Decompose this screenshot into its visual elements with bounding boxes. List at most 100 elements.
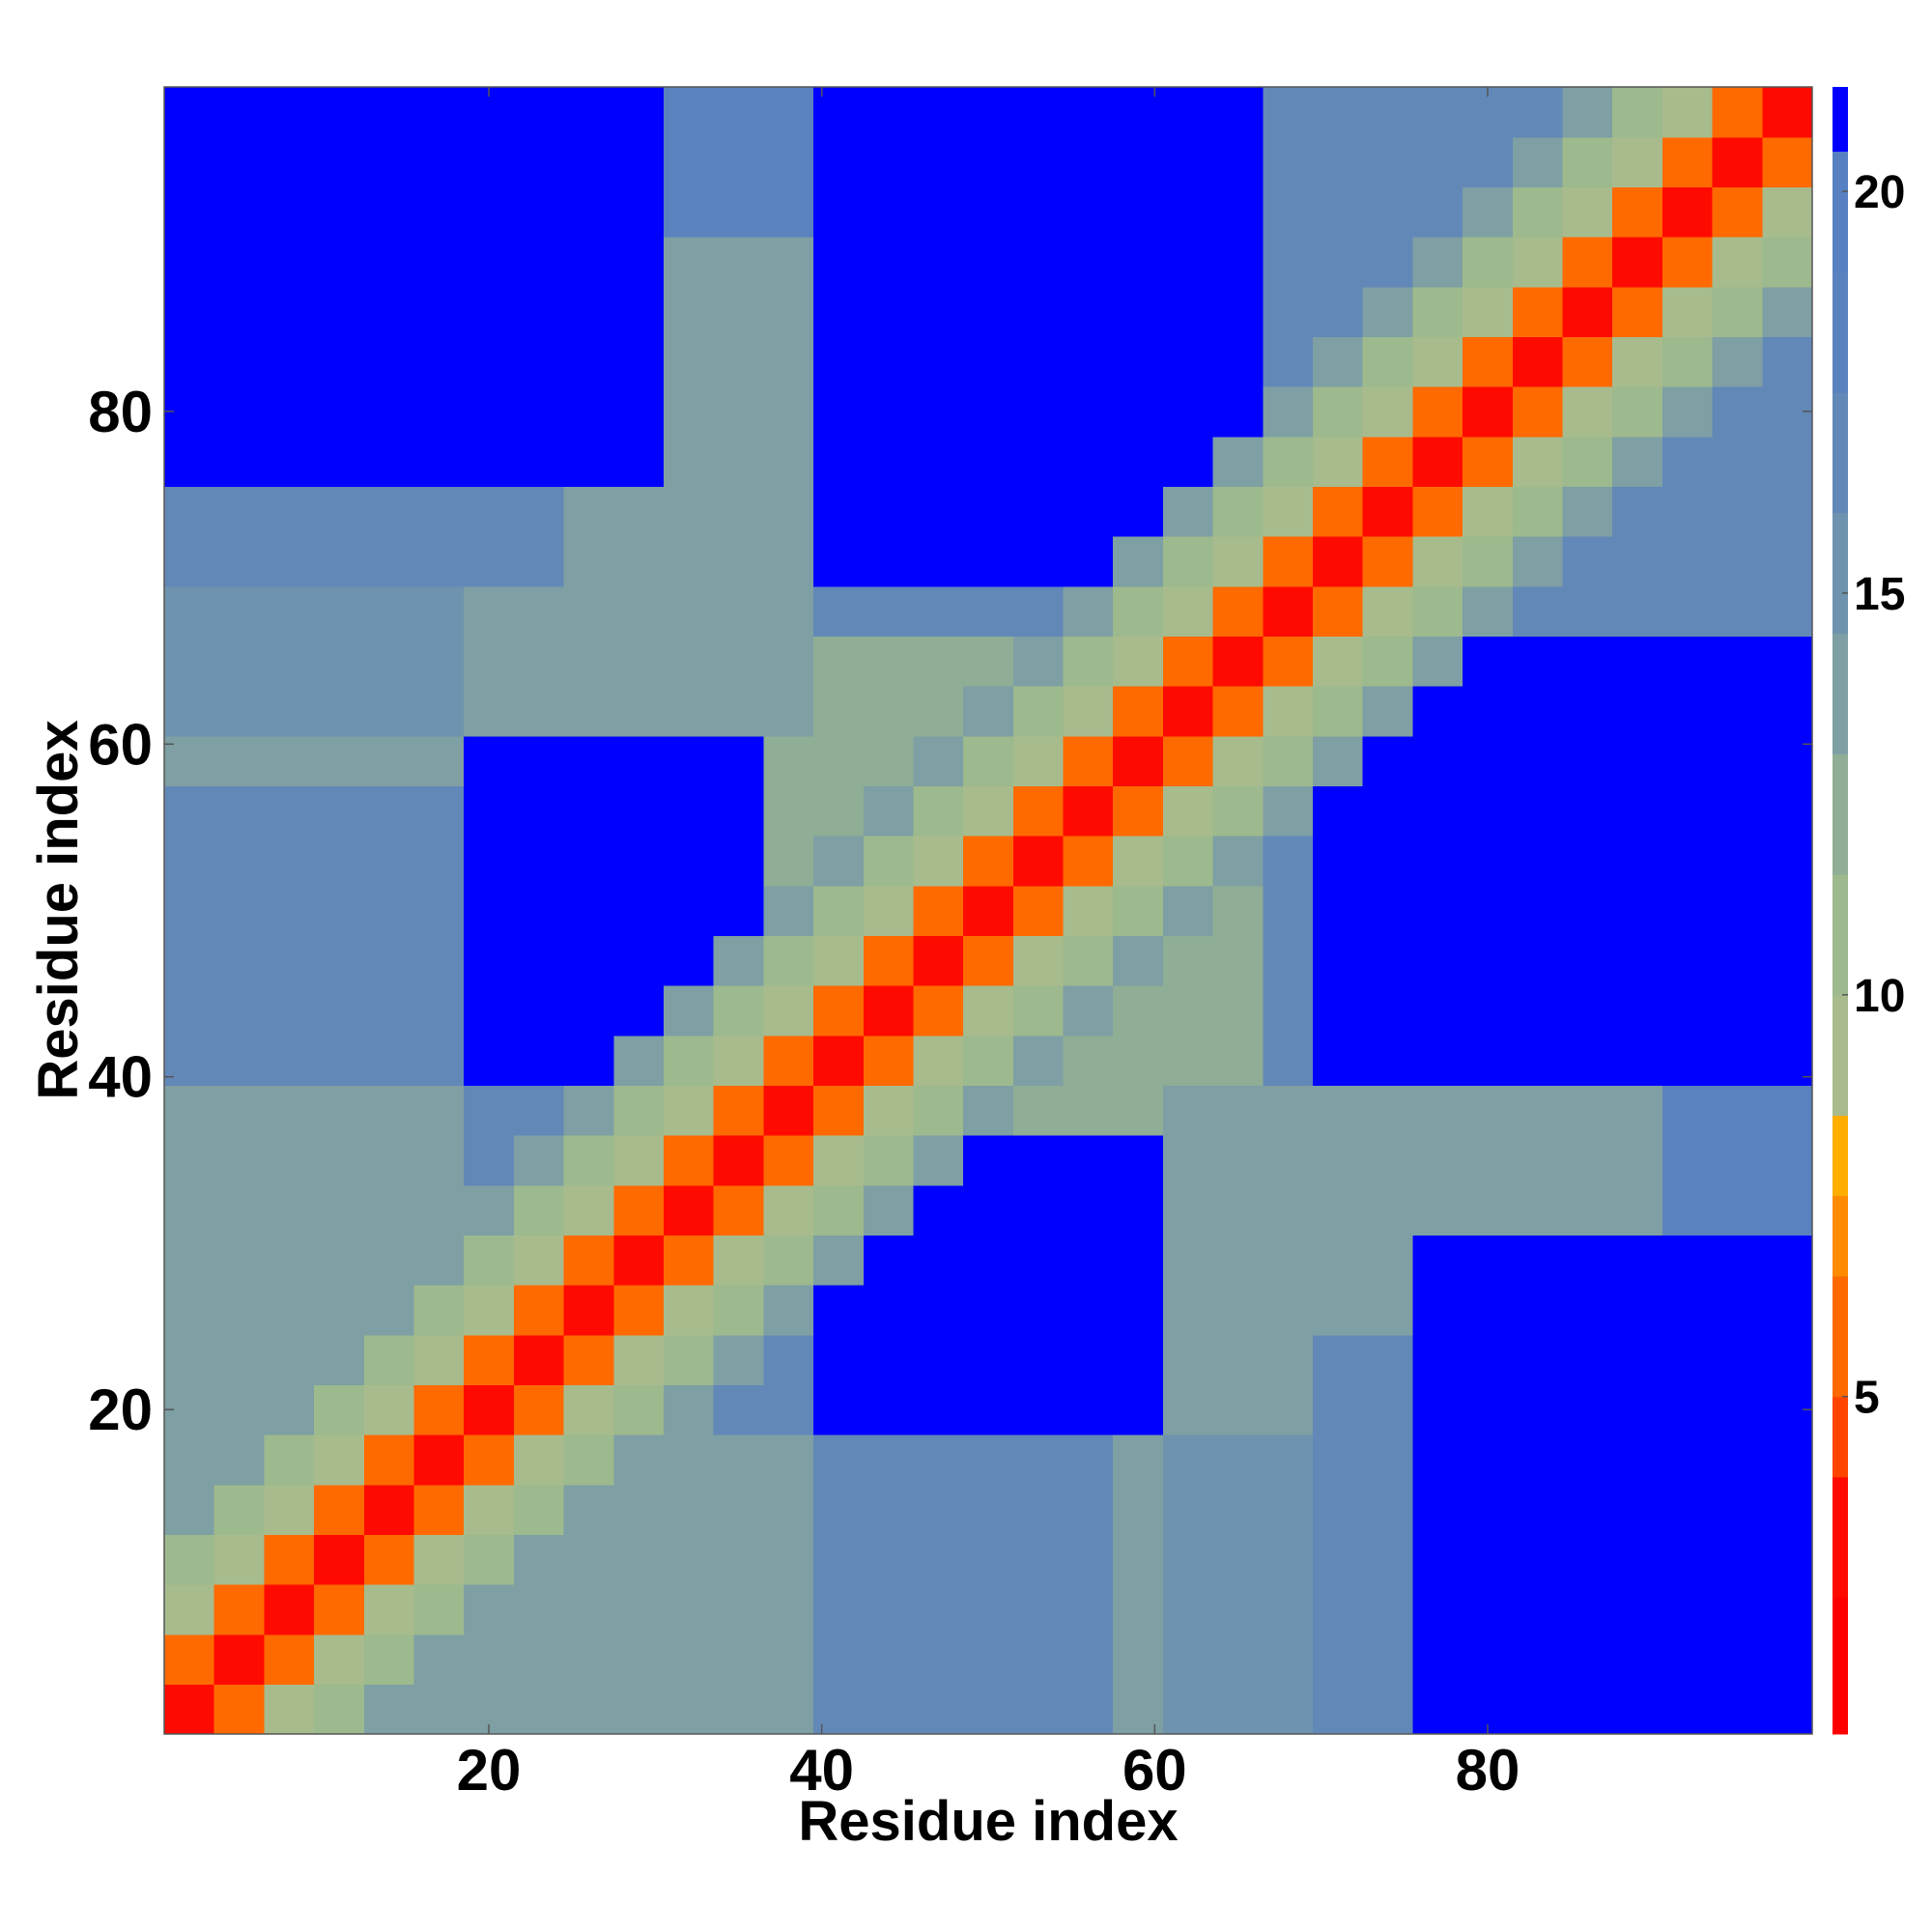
heatmap-cell [913, 1184, 964, 1236]
heatmap-cell [1412, 1384, 1463, 1435]
heatmap-cell [1063, 1384, 1114, 1435]
heatmap-cell [1463, 136, 1514, 187]
heatmap-cell [1162, 286, 1214, 337]
heatmap-cell [1113, 1384, 1164, 1435]
heatmap-cell [663, 1634, 715, 1685]
heatmap-cell [314, 1484, 365, 1535]
heatmap-cell [1612, 436, 1663, 487]
heatmap-cell [1612, 336, 1663, 387]
heatmap-cell [863, 436, 915, 487]
heatmap-cell [713, 585, 764, 637]
heatmap-cell [264, 87, 315, 138]
heatmap-cell [713, 1135, 764, 1186]
heatmap-cell [1263, 686, 1314, 737]
heatmap-cell [264, 636, 315, 687]
heatmap-cell [1463, 1384, 1514, 1435]
heatmap-cell [613, 286, 665, 337]
heatmap-cell [1012, 885, 1065, 936]
heatmap-cell [613, 1085, 665, 1136]
heatmap-cell [663, 1135, 715, 1186]
heatmap-cell [1012, 1085, 1065, 1136]
heatmap-cell [1012, 536, 1065, 587]
heatmap-cell [1662, 486, 1714, 537]
heatmap-cell [1313, 636, 1364, 687]
heatmap-cell [1662, 885, 1714, 936]
heatmap-cell [563, 436, 614, 487]
heatmap-cell [464, 585, 515, 637]
heatmap-cell [1263, 1634, 1314, 1685]
heatmap-cell [963, 87, 1014, 138]
heatmap-cell [963, 1184, 1014, 1236]
heatmap-cell [1362, 1135, 1414, 1186]
heatmap-cell [1762, 636, 1813, 687]
heatmap-cell [763, 836, 814, 887]
heatmap-cell [613, 1184, 665, 1236]
heatmap-cell [1712, 1534, 1763, 1585]
heatmap-cell [464, 386, 515, 438]
heatmap-cell [413, 136, 465, 187]
heatmap-cell [1012, 1584, 1065, 1635]
heatmap-cell [1463, 486, 1514, 537]
heatmap-cell [1762, 935, 1813, 986]
heatmap-cell [763, 1235, 814, 1286]
heatmap-cell [1162, 1684, 1214, 1735]
heatmap-cell [813, 686, 865, 737]
colorbar-segment [1833, 994, 1848, 1117]
heatmap-cell [1362, 585, 1414, 637]
heatmap-cell [213, 836, 265, 887]
heatmap-cell [763, 436, 814, 487]
heatmap-cell [863, 536, 915, 587]
heatmap-cell [563, 735, 614, 786]
heatmap-cell [1562, 1384, 1613, 1435]
heatmap-cell [963, 636, 1014, 687]
heatmap-cell [763, 186, 814, 238]
heatmap-cell [363, 1135, 415, 1186]
heatmap-cell [1463, 1184, 1514, 1236]
heatmap-cell [1162, 87, 1214, 138]
heatmap-cell [1313, 686, 1364, 737]
heatmap-cell [464, 785, 515, 837]
heatmap-cell [1712, 1184, 1763, 1236]
heatmap-cell [613, 1135, 665, 1186]
heatmap-cell [1362, 1235, 1414, 1286]
heatmap-cell [1063, 336, 1114, 387]
heatmap-cell [1463, 585, 1514, 637]
heatmap-cell [613, 237, 665, 288]
heatmap-cell [1012, 1235, 1065, 1286]
heatmap-cell [1612, 286, 1663, 337]
heatmap-cell [563, 386, 614, 438]
heatmap-cell [913, 1584, 964, 1635]
heatmap-cell [963, 785, 1014, 837]
heatmap-cell [1162, 1334, 1214, 1385]
heatmap-cell [363, 486, 415, 537]
heatmap-cell [1263, 1684, 1314, 1735]
heatmap-cell [1512, 885, 1564, 936]
heatmap-cell [1712, 935, 1763, 986]
heatmap-cell [1012, 436, 1065, 487]
heatmap-cell [1313, 1435, 1364, 1486]
heatmap-cell [813, 1285, 865, 1336]
heatmap-cell [963, 1135, 1014, 1186]
heatmap-cell [1562, 836, 1613, 887]
heatmap-cell [1562, 885, 1613, 936]
heatmap-cell [1263, 1235, 1314, 1286]
heatmap-cell [1063, 735, 1114, 786]
heatmap-cell [1113, 1184, 1164, 1236]
heatmap-cell [963, 186, 1014, 238]
heatmap-cell [1412, 686, 1463, 737]
heatmap-cell [863, 1334, 915, 1385]
heatmap-cell [1712, 136, 1763, 187]
heatmap-cell [1662, 985, 1714, 1037]
heatmap-cell [363, 1684, 415, 1735]
heatmap-cell [1762, 486, 1813, 537]
heatmap-cell [1162, 1035, 1214, 1086]
heatmap-cell [164, 1484, 215, 1535]
heatmap-cell [763, 686, 814, 737]
heatmap-cell [863, 585, 915, 637]
heatmap-cell [1212, 1135, 1264, 1186]
heatmap-cell [1113, 286, 1164, 337]
heatmap-cell [1212, 836, 1264, 887]
heatmap-cell [1412, 1184, 1463, 1236]
heatmap-cell [1662, 286, 1714, 337]
heatmap-cell [464, 935, 515, 986]
